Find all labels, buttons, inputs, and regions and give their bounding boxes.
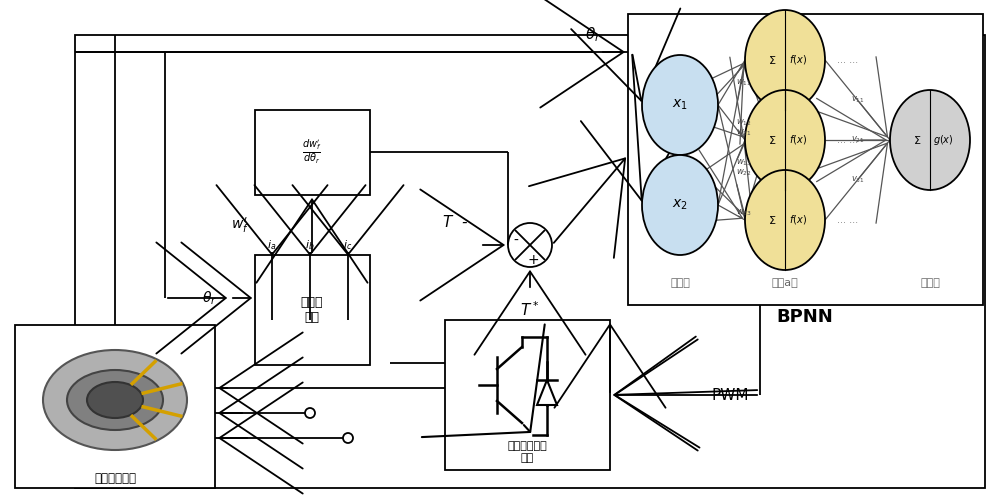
Text: $\frac{dw_f^{\prime}}{d\theta_r}$: $\frac{dw_f^{\prime}}{d\theta_r}$	[302, 138, 322, 166]
Text: $w_{11}$: $w_{11}$	[736, 77, 751, 88]
Text: 输出层: 输出层	[920, 278, 940, 288]
Ellipse shape	[67, 370, 163, 430]
Bar	[255, 110, 370, 195]
Text: 隐貭a层: 隐貭a层	[772, 278, 798, 288]
Polygon shape	[537, 380, 557, 405]
Text: $x_2$: $x_2$	[672, 198, 688, 212]
Text: ... ...: ... ...	[837, 135, 858, 145]
Text: +: +	[527, 253, 539, 267]
Text: -: -	[514, 234, 518, 248]
Text: $w_{13}$: $w_{13}$	[736, 157, 751, 168]
Ellipse shape	[890, 90, 970, 190]
Ellipse shape	[87, 382, 143, 418]
Text: $w_f^{\prime}$: $w_f^{\prime}$	[231, 215, 249, 235]
Bar	[15, 325, 215, 488]
Text: 计算磁
共能: 计算磁 共能	[301, 296, 323, 324]
Text: $i_c$: $i_c$	[343, 238, 353, 252]
Text: ... ...: ... ...	[837, 55, 858, 65]
Ellipse shape	[642, 155, 718, 255]
Text: $\Sigma$: $\Sigma$	[768, 134, 776, 146]
Text: 输入层: 输入层	[670, 278, 690, 288]
Text: $v_{21}$: $v_{21}$	[851, 135, 864, 145]
Text: $w_{12}$: $w_{12}$	[736, 117, 751, 128]
Text: $f(x)$: $f(x)$	[789, 134, 807, 147]
Text: $v_{11}$: $v_{11}$	[851, 95, 864, 105]
Text: $\Sigma$: $\Sigma$	[913, 134, 921, 146]
Text: $x_1$: $x_1$	[672, 98, 688, 112]
Text: $\theta_r$: $\theta_r$	[585, 25, 601, 44]
Text: 三相全桥逆变
电路: 三相全桥逆变 电路	[507, 442, 547, 463]
Bar	[445, 320, 610, 470]
Text: $g(x)$: $g(x)$	[933, 133, 953, 147]
Text: $v_{31}$: $v_{31}$	[851, 175, 864, 185]
Ellipse shape	[745, 170, 825, 270]
Ellipse shape	[745, 90, 825, 190]
Text: $w_{23}$: $w_{23}$	[736, 207, 751, 218]
Text: $f(x)$: $f(x)$	[789, 213, 807, 227]
Text: $\Sigma$: $\Sigma$	[768, 214, 776, 226]
Text: $\Sigma$: $\Sigma$	[768, 54, 776, 66]
Circle shape	[305, 408, 315, 418]
Ellipse shape	[43, 350, 187, 450]
Text: $w_{22}$: $w_{22}$	[736, 167, 751, 178]
Circle shape	[343, 433, 353, 443]
Text: $T^*$: $T^*$	[520, 300, 540, 319]
Text: $T$  -: $T$ -	[442, 214, 468, 230]
Ellipse shape	[642, 55, 718, 155]
Bar	[628, 14, 983, 305]
Circle shape	[508, 223, 552, 267]
Text: BPNN: BPNN	[777, 308, 833, 326]
Text: $w_{21}$: $w_{21}$	[736, 127, 751, 138]
Text: $i_b$: $i_b$	[305, 238, 315, 252]
Text: 轴向磁场电机: 轴向磁场电机	[94, 472, 136, 485]
Ellipse shape	[745, 10, 825, 110]
Text: $f(x)$: $f(x)$	[789, 53, 807, 66]
Bar	[255, 255, 370, 365]
Text: PWM: PWM	[711, 388, 749, 402]
Text: ... ...: ... ...	[837, 215, 858, 225]
Text: $i_a$: $i_a$	[267, 238, 277, 252]
Text: $\theta_r$: $\theta_r$	[202, 289, 218, 307]
